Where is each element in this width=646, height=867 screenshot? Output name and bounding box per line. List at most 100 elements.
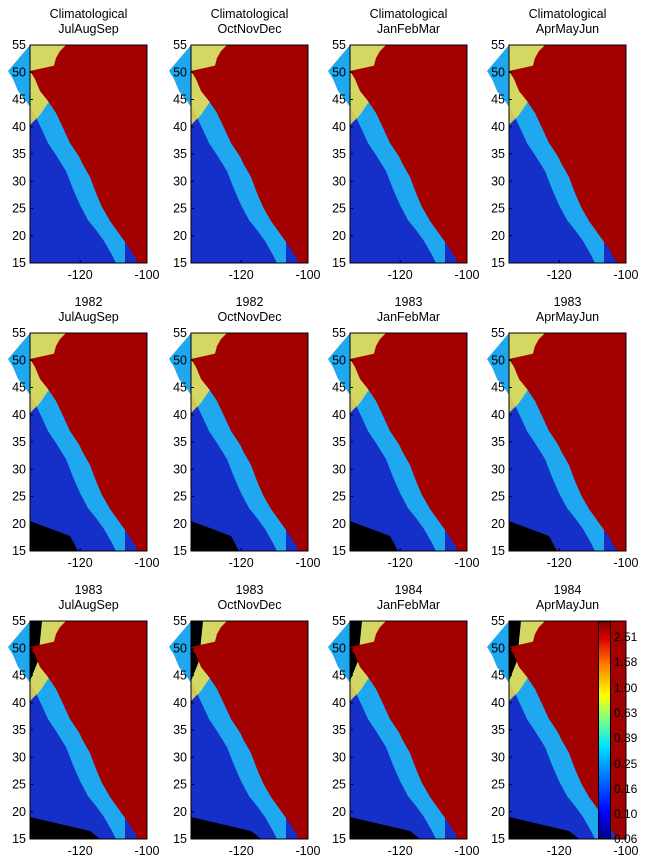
- y-tick-label: 15: [491, 832, 505, 846]
- x-tick-label: -100: [454, 556, 479, 570]
- panel-title: 1984 JanFebMar: [349, 583, 469, 613]
- land-area: [372, 333, 467, 551]
- y-tick-label: 30: [491, 462, 505, 476]
- gulf-of-california: [416, 751, 434, 785]
- y-tick-label: 40: [332, 408, 346, 422]
- chlorophyll-map: 55 50 45 40 35 30 25 20 15 -120 -100: [328, 614, 480, 858]
- panel-title-season: JulAugSep: [58, 598, 119, 612]
- no-data-region: [191, 621, 261, 839]
- y-tick-label: 25: [332, 490, 346, 504]
- panel-title-period: Climatological: [49, 7, 128, 21]
- y-tick-label: 40: [173, 120, 187, 134]
- y-tick-label: 30: [332, 750, 346, 764]
- x-tick-label: -120: [547, 268, 572, 282]
- y-tick-label: 30: [173, 174, 187, 188]
- y-tick-label: 55: [332, 614, 346, 628]
- y-tick-label: 50: [12, 65, 26, 79]
- y-tick-label: 40: [12, 408, 26, 422]
- x-tick-label: -120: [229, 844, 254, 858]
- y-tick-label: 50: [332, 353, 346, 367]
- y-tick-label: 55: [12, 326, 26, 340]
- x-tick-label: -100: [295, 844, 320, 858]
- y-tick-label: 35: [173, 435, 187, 449]
- gulf-of-california: [96, 463, 114, 497]
- panel-title-season: AprMayJun: [535, 598, 600, 612]
- panel-title: Climatological JanFebMar: [349, 7, 469, 37]
- y-tick-label: 55: [491, 326, 505, 340]
- land-area: [213, 45, 308, 263]
- y-tick-label: 40: [332, 696, 346, 710]
- y-tick-label: 25: [12, 202, 26, 216]
- y-tick-label: 50: [491, 641, 505, 655]
- colorbar: [598, 621, 611, 839]
- y-tick-label: 15: [332, 544, 346, 558]
- panel-title-season: JanFebMar: [376, 310, 441, 324]
- y-tick-label: 50: [173, 65, 187, 79]
- y-tick-label: 25: [491, 490, 505, 504]
- land-area: [213, 621, 308, 839]
- y-tick-label: 15: [12, 256, 26, 270]
- y-tick-label: 50: [173, 353, 187, 367]
- land-area: [372, 621, 467, 839]
- y-tick-label: 25: [332, 778, 346, 792]
- y-tick-label: 55: [173, 326, 187, 340]
- y-tick-label: 55: [173, 614, 187, 628]
- x-tick-label: -120: [229, 268, 254, 282]
- y-tick-label: 20: [173, 517, 187, 531]
- y-tick-label: 30: [491, 750, 505, 764]
- x-tick-label: -100: [454, 844, 479, 858]
- y-tick-label: 15: [332, 832, 346, 846]
- colorbar-tick-label: 0.16: [614, 781, 638, 796]
- y-tick-label: 20: [12, 517, 26, 531]
- y-tick-label: 20: [332, 517, 346, 531]
- y-tick-label: 45: [491, 669, 505, 683]
- y-tick-label: 20: [491, 805, 505, 819]
- y-tick-label: 30: [173, 462, 187, 476]
- y-tick-label: 15: [173, 544, 187, 558]
- x-tick-label: -120: [547, 844, 572, 858]
- y-tick-label: 30: [332, 462, 346, 476]
- panel-title-period: 1984: [394, 583, 423, 597]
- x-tick-label: -100: [454, 268, 479, 282]
- panel-title-season: JanFebMar: [376, 598, 441, 612]
- colorbar-tick-label: 0.25: [614, 756, 638, 771]
- x-tick-label: -100: [134, 556, 159, 570]
- x-tick-label: -100: [295, 268, 320, 282]
- land-area: [213, 333, 308, 551]
- no-data-region: [350, 621, 420, 839]
- chlorophyll-map: 55 50 45 40 35 30 25 20 15 -120 -100: [487, 38, 639, 282]
- no-data-region: [509, 521, 557, 551]
- y-tick-label: 30: [12, 462, 26, 476]
- y-tick-label: 40: [491, 696, 505, 710]
- y-tick-label: 20: [332, 229, 346, 243]
- colorbar-tick-label: 1.00: [614, 680, 638, 695]
- no-data-region: [509, 621, 579, 839]
- y-tick-label: 35: [12, 435, 26, 449]
- y-tick-label: 30: [12, 174, 26, 188]
- chlorophyll-map: 55 50 45 40 35 30 25 20 15 -120 -100: [328, 38, 480, 282]
- panel-title: Climatological OctNovDec: [190, 7, 310, 37]
- y-tick-label: 25: [173, 778, 187, 792]
- panel-title: 1983 JanFebMar: [349, 295, 469, 325]
- y-tick-label: 35: [332, 147, 346, 161]
- y-tick-label: 35: [491, 723, 505, 737]
- y-tick-label: 55: [12, 614, 26, 628]
- panel-title-season: JanFebMar: [376, 22, 441, 36]
- no-data-region: [191, 521, 239, 551]
- panel-title-period: 1982: [235, 295, 264, 309]
- y-tick-label: 35: [12, 147, 26, 161]
- colorbar-tick-label: 1.58: [614, 655, 638, 670]
- y-tick-label: 40: [173, 408, 187, 422]
- x-tick-label: -120: [229, 556, 254, 570]
- land-area: [52, 45, 147, 263]
- y-tick-label: 25: [173, 490, 187, 504]
- panel-title-period: Climatological: [369, 7, 448, 21]
- y-tick-label: 25: [332, 202, 346, 216]
- colorbar-tick-label: 0.10: [614, 807, 638, 822]
- y-tick-label: 45: [12, 93, 26, 107]
- y-tick-label: 45: [491, 93, 505, 107]
- panel-title-period: 1983: [74, 583, 103, 597]
- y-tick-label: 35: [173, 723, 187, 737]
- y-tick-label: 45: [332, 381, 346, 395]
- gulf-of-california: [575, 175, 593, 209]
